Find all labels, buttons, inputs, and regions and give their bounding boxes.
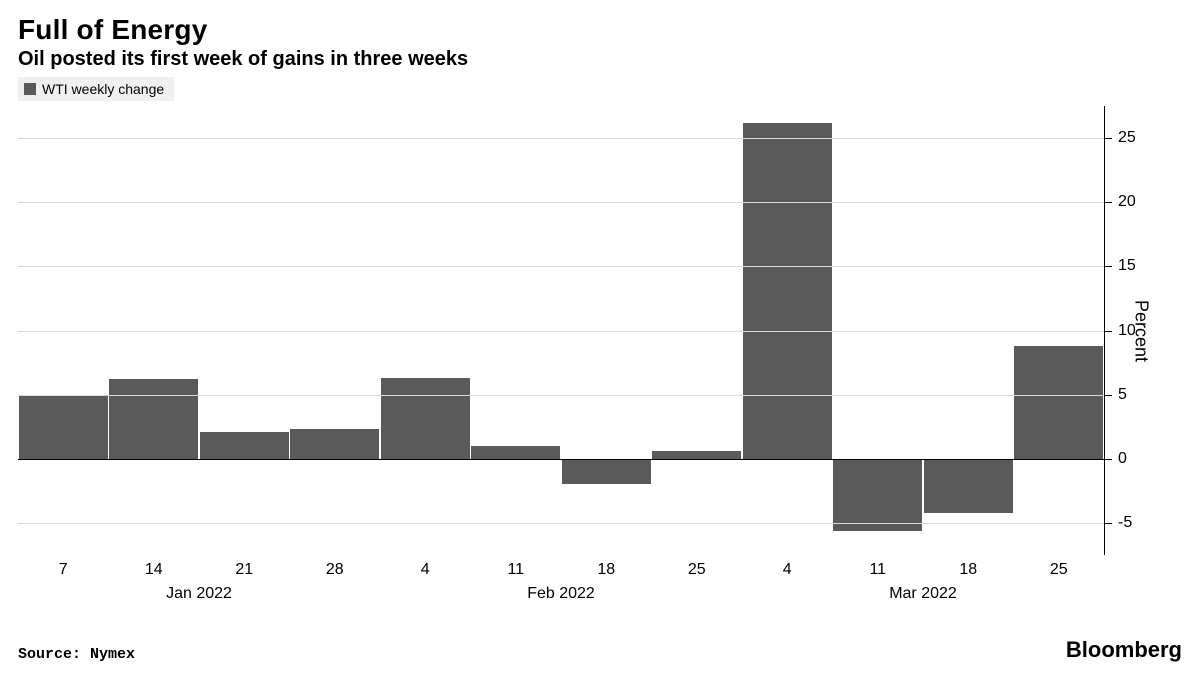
footer: Source: Nymex Bloomberg: [18, 637, 1182, 663]
y-tick: [1104, 138, 1112, 139]
bar: [652, 451, 741, 459]
bar: [743, 123, 832, 459]
x-tick-label: 21: [235, 561, 253, 579]
y-tick: [1104, 523, 1112, 524]
bar: [290, 429, 379, 459]
x-tick-label: 25: [1050, 561, 1068, 579]
bar: [19, 396, 108, 459]
y-tick-label: 10: [1118, 322, 1136, 340]
grid-line: [18, 523, 1104, 524]
y-tick: [1104, 202, 1112, 203]
y-tick-label: 20: [1118, 193, 1136, 211]
bar: [833, 459, 922, 531]
bar: [200, 432, 289, 459]
x-tick-label: 4: [421, 561, 430, 579]
y-tick: [1104, 266, 1112, 267]
x-tick-label: 25: [688, 561, 706, 579]
brand-text: Bloomberg: [1066, 637, 1182, 663]
x-axis: 7 14 21 28 4 11 18 25 4 11 18 25 Jan 2022 Feb 2022 Mar…: [18, 555, 1104, 611]
grid-line: [18, 266, 1104, 267]
grid-line: [18, 202, 1104, 203]
legend-swatch: [24, 83, 36, 95]
grid-line: [18, 138, 1104, 139]
x-month-label: Jan 2022: [166, 585, 232, 603]
bar: [381, 378, 470, 459]
y-tick: [1104, 331, 1112, 332]
source-text: Source: Nymex: [18, 646, 135, 663]
y-tick-label: 25: [1118, 129, 1136, 147]
y-tick: [1104, 395, 1112, 396]
x-month-label: Mar 2022: [889, 585, 957, 603]
x-tick-label: 7: [59, 561, 68, 579]
y-tick-label: 0: [1118, 450, 1127, 468]
bar: [109, 379, 198, 459]
x-tick-label: 28: [326, 561, 344, 579]
chart-title: Full of Energy: [18, 14, 1182, 46]
x-tick-label: 4: [783, 561, 792, 579]
grid-line: [18, 331, 1104, 332]
x-tick-label: 11: [507, 561, 524, 579]
legend-label: WTI weekly change: [42, 81, 164, 97]
x-tick-label: 18: [597, 561, 615, 579]
chart-area: Percent -50510152025 7142128411182541118…: [18, 106, 1182, 611]
zero-line: [18, 459, 1104, 460]
y-tick-label: 5: [1118, 386, 1127, 404]
x-tick-label: 11: [869, 561, 886, 579]
grid-line: [18, 395, 1104, 396]
y-tick: [1104, 459, 1112, 460]
x-tick-label: 14: [145, 561, 163, 579]
x-tick-label: 18: [959, 561, 977, 579]
bar: [924, 459, 1013, 513]
chart-container: Full of Energy Oil posted its first week…: [0, 0, 1200, 675]
y-axis: Percent -50510152025: [1104, 106, 1182, 555]
bar: [562, 459, 651, 485]
y-tick-label: 15: [1118, 257, 1136, 275]
chart-subtitle: Oil posted its first week of gains in th…: [18, 48, 1182, 71]
y-tick-label: -5: [1118, 514, 1132, 532]
plot-area: [18, 106, 1104, 555]
legend: WTI weekly change: [18, 77, 174, 101]
x-month-label: Feb 2022: [527, 585, 595, 603]
bar: [1014, 346, 1103, 459]
bar: [471, 446, 560, 459]
